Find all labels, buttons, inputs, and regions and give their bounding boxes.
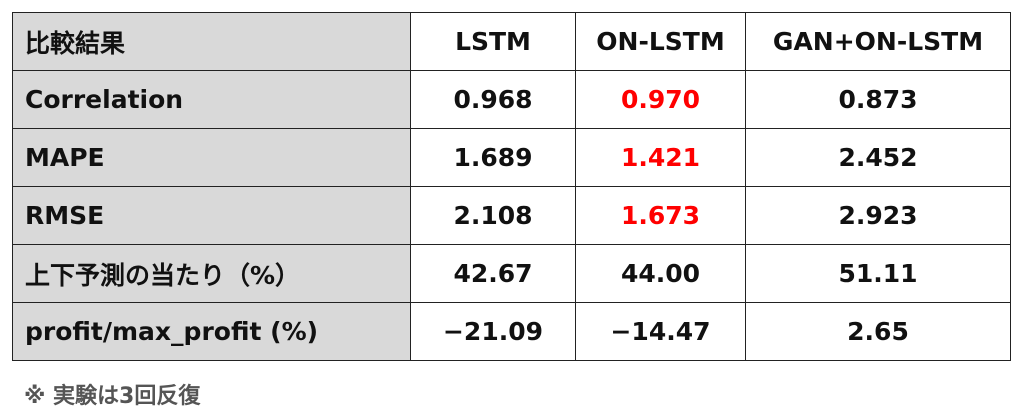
row: profit/max_profit (%) −21.09 −14.47 2.65 (12, 302, 1011, 361)
row: Correlation 0.968 0.970 0.873 (12, 70, 1011, 129)
cell: 0.970 (575, 70, 746, 129)
cell: 1.673 (575, 186, 746, 245)
row: MAPE 1.689 1.421 2.452 (12, 128, 1011, 187)
cell: 2.452 (745, 128, 1011, 187)
row: 上下予測の当たり（%） 42.67 44.00 51.11 (12, 244, 1011, 303)
cell: 2.923 (745, 186, 1011, 245)
results-table: 比較結果 LSTM ON-LSTM GAN+ON-LSTM Correlatio… (12, 12, 1011, 361)
row-label: RMSE (12, 186, 411, 245)
header-row: 比較結果 LSTM ON-LSTM GAN+ON-LSTM (12, 12, 1011, 71)
cell: 0.968 (410, 70, 576, 129)
row-label: MAPE (12, 128, 411, 187)
note: ※ 実験は3回反復 (24, 384, 201, 409)
header-cell: LSTM (410, 12, 576, 71)
cell: −14.47 (575, 302, 746, 361)
row-label: 上下予測の当たり（%） (12, 244, 411, 303)
header-cell: ON-LSTM (575, 12, 746, 71)
cell: 2.65 (745, 302, 1011, 361)
header-cell: GAN+ON-LSTM (745, 12, 1011, 71)
row: RMSE 2.108 1.673 2.923 (12, 186, 1011, 245)
cell: 42.67 (410, 244, 576, 303)
cell: 51.11 (745, 244, 1011, 303)
cell: 0.873 (745, 70, 1011, 129)
cell: 44.00 (575, 244, 746, 303)
cell: −21.09 (410, 302, 576, 361)
header-cell: 比較結果 (12, 12, 411, 71)
cell: 1.421 (575, 128, 746, 187)
cell: 1.689 (410, 128, 576, 187)
cell: 2.108 (410, 186, 576, 245)
row-label: profit/max_profit (%) (12, 302, 411, 361)
row-label: Correlation (12, 70, 411, 129)
